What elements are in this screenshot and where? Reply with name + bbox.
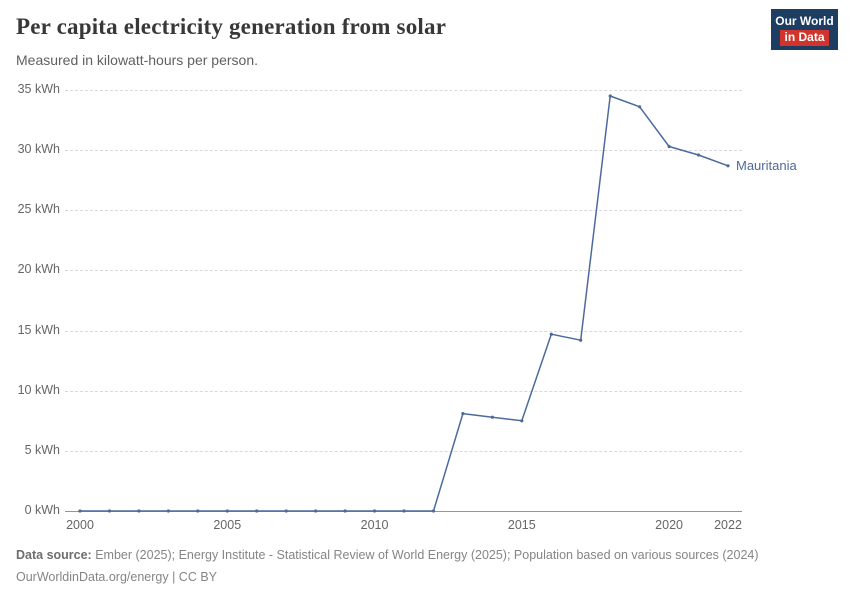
x-axis-tick-label: 2015 [507,518,536,532]
series-label-mauritania[interactable]: Mauritania [736,157,797,173]
data-source-text: Ember (2025); Energy Institute - Statist… [95,548,759,562]
chart-footer: Data source: Ember (2025); Energy Instit… [16,544,834,588]
data-point-markers [78,94,730,513]
y-gridline [65,270,742,272]
data-point[interactable] [314,509,318,513]
y-axis-tick-label: 10 kWh [17,382,60,397]
data-point[interactable] [284,509,288,513]
data-point[interactable] [726,164,730,168]
y-gridline [65,450,742,452]
owid-logo[interactable]: Our World in Data [771,9,838,50]
x-axis-tick-label: 2000 [66,518,94,532]
data-source-label: Data source: [16,548,92,562]
y-gridline [65,390,742,392]
data-point[interactable] [549,332,553,336]
data-point[interactable] [431,509,436,513]
y-gridline [65,150,742,152]
data-point[interactable] [402,509,406,513]
y-axis-tick-label: 5 kWh [24,442,60,457]
owid-logo-line1: Our World [775,14,834,28]
data-point[interactable] [667,144,671,149]
y-axis-tick-label: 20 kWh [17,262,60,277]
y-axis-tick-label: 0 kWh [24,503,60,517]
y-axis-tick-label: 15 kWh [17,322,60,337]
x-axis-tick-label: 2005 [213,518,242,532]
data-point[interactable] [608,94,612,98]
chart-subtitle: Measured in kilowatt-hours per person. [16,52,259,68]
data-point[interactable] [78,509,82,513]
data-point[interactable] [225,509,229,513]
y-gridline [65,90,742,91]
chart-title: Per capita electricity generation from s… [16,14,447,39]
data-point[interactable] [166,509,170,513]
data-point[interactable] [255,509,259,513]
owid-logo-line2: in Data [780,30,829,46]
data-point[interactable] [696,153,701,157]
y-axis-tick-label: 35 kWh [17,82,60,96]
data-point[interactable] [520,419,524,423]
data-point[interactable] [638,105,642,109]
y-axis-tick-label: 25 kWh [17,202,60,217]
x-axis-tick-label: 2022 [714,518,742,532]
y-axis-tick-label: 30 kWh [17,142,60,157]
y-gridline [65,210,742,212]
footer-link-line[interactable]: OurWorldinData.org/energy | CC BY [16,570,218,584]
data-point[interactable] [107,509,112,513]
data-point[interactable] [461,412,465,416]
data-source-line: Data source: Ember (2025); Energy Instit… [16,544,834,566]
y-gridline [65,330,742,332]
x-axis-tick-label: 2010 [360,518,389,532]
data-point[interactable] [372,509,377,513]
data-point[interactable] [490,415,494,419]
x-axis-tick-label: 2020 [655,518,683,532]
data-point[interactable] [343,509,347,513]
data-point[interactable] [196,509,200,513]
data-point[interactable] [579,338,583,342]
data-point[interactable] [137,509,141,513]
